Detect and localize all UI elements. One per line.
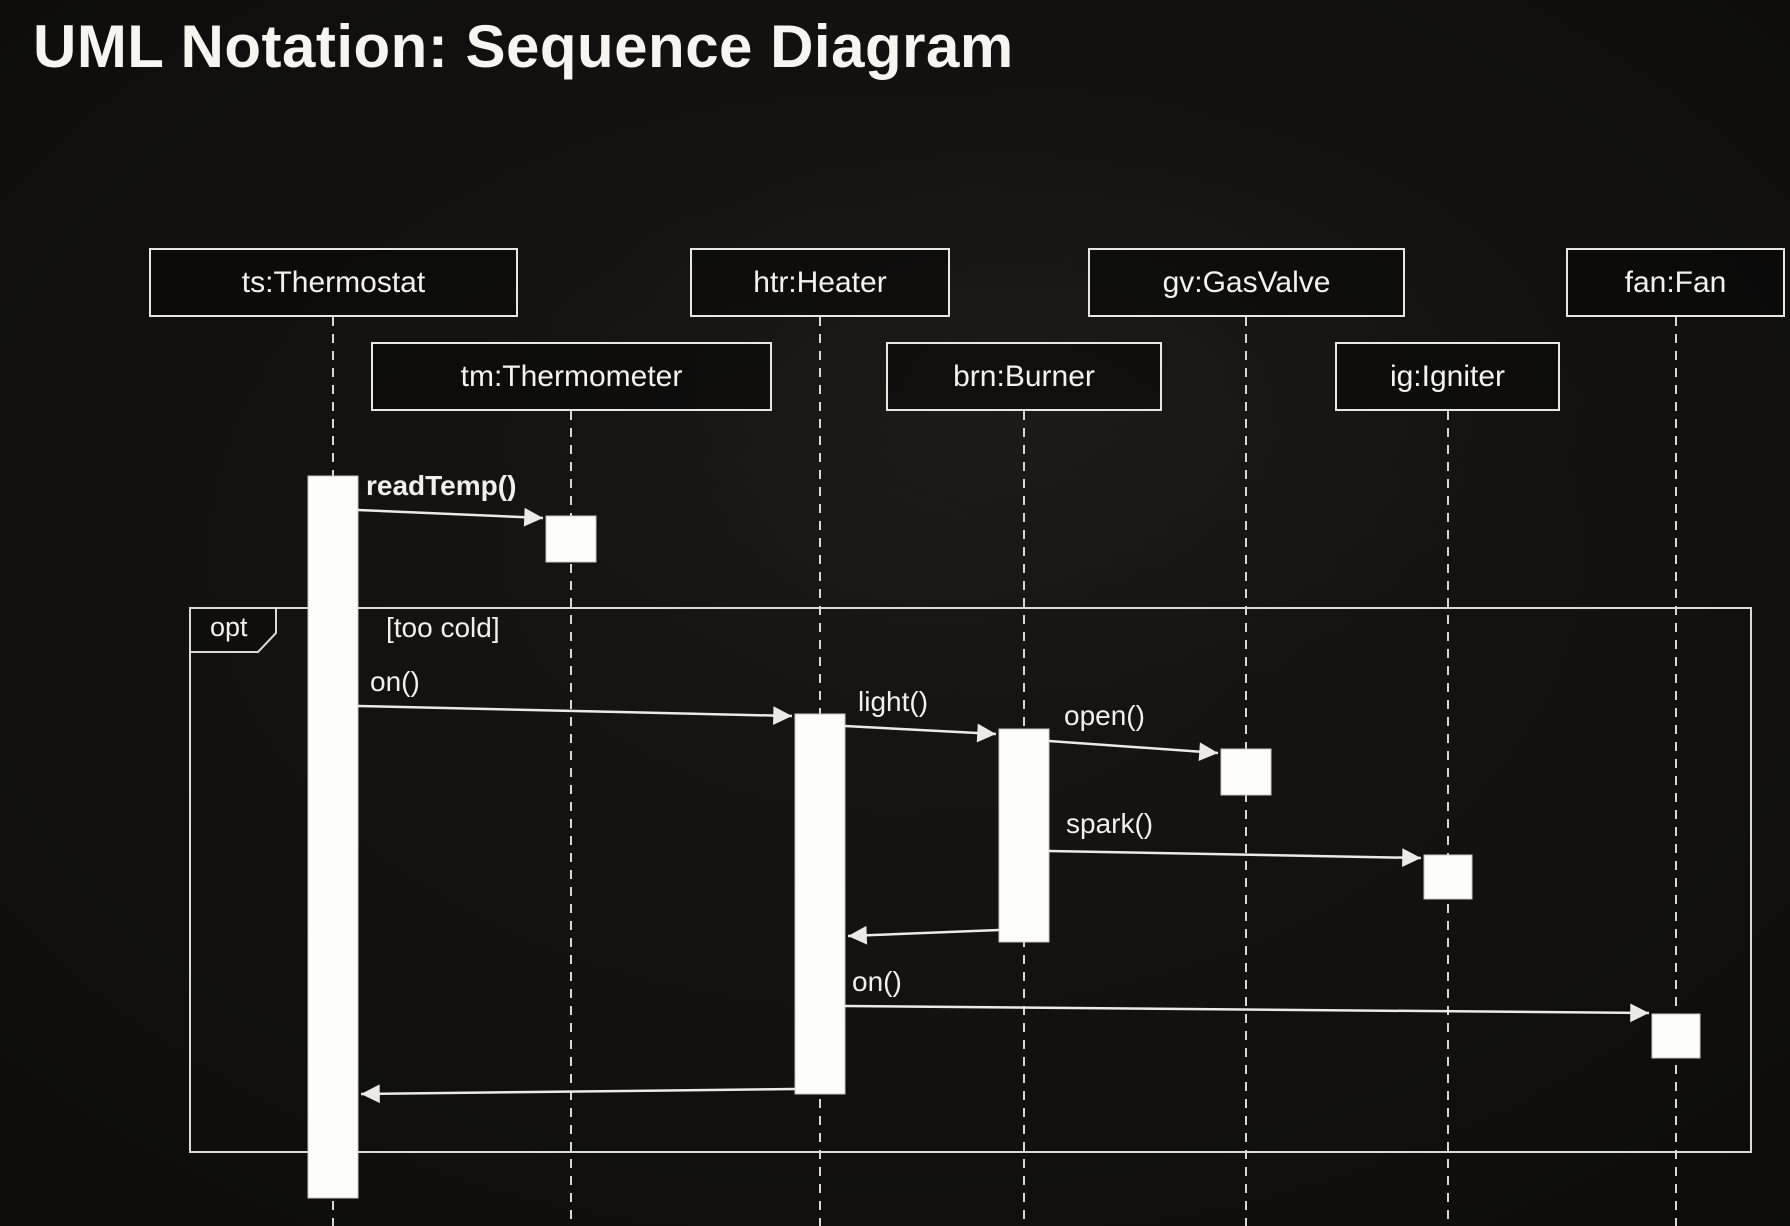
object-label-brn-burner: brn:Burner bbox=[953, 359, 1095, 393]
message-arrow-on-fan bbox=[844, 1003, 1650, 1023]
message-label-readtemp: readTemp() bbox=[366, 470, 517, 501]
opt-fragment-border bbox=[189, 607, 1752, 1153]
object-tm-thermometer: tm:Thermometer bbox=[371, 342, 772, 411]
return-arrow-heater-to-thermostat bbox=[360, 1084, 796, 1104]
activation-tm-thermometer bbox=[545, 515, 597, 563]
activation-fan-fan bbox=[1651, 1013, 1701, 1059]
opt-fragment-tab bbox=[189, 607, 277, 653]
object-label-htr-heater: htr:Heater bbox=[753, 265, 887, 299]
activation-brn-burner bbox=[998, 728, 1050, 943]
activation-ts-thermostat bbox=[307, 475, 359, 1199]
message-arrow-on-heater bbox=[357, 704, 793, 725]
object-htr-heater: htr:Heater bbox=[690, 248, 950, 317]
message-arrow-spark bbox=[1048, 848, 1422, 868]
page-title: UML Notation: Sequence Diagram bbox=[33, 13, 1014, 80]
message-label-on-fan: on() bbox=[852, 966, 902, 997]
activation-gv-gasvalve bbox=[1220, 748, 1272, 796]
guard-condition-label: [too cold] bbox=[386, 612, 500, 643]
object-fan-fan: fan:Fan bbox=[1566, 248, 1785, 317]
object-label-ts-thermostat: ts:Thermostat bbox=[241, 265, 426, 299]
return-arrow-burner-to-heater bbox=[847, 925, 1000, 945]
message-label-spark: spark() bbox=[1066, 808, 1154, 839]
opt-keyword-label: opt bbox=[210, 612, 248, 642]
object-ts-thermostat: ts:Thermostat bbox=[149, 248, 518, 317]
object-label-tm-thermometer: tm:Thermometer bbox=[460, 359, 683, 393]
object-brn-burner: brn:Burner bbox=[886, 342, 1162, 411]
object-label-ig-igniter: ig:Igniter bbox=[1389, 359, 1506, 393]
message-arrow-light bbox=[844, 723, 997, 743]
message-label-light: light() bbox=[858, 686, 929, 717]
object-ig-igniter: ig:Igniter bbox=[1335, 342, 1560, 411]
message-arrow-open bbox=[1048, 739, 1219, 762]
message-label-on-heater: on() bbox=[370, 666, 420, 697]
object-label-fan-fan: fan:Fan bbox=[1624, 265, 1727, 299]
object-label-gv-gasvalve: gv:GasValve bbox=[1162, 265, 1331, 299]
activation-htr-heater bbox=[794, 713, 846, 1095]
message-label-open: open() bbox=[1064, 700, 1145, 731]
message-arrow-readtemp bbox=[357, 507, 544, 527]
object-gv-gasvalve: gv:GasValve bbox=[1088, 248, 1405, 317]
activation-ig-igniter bbox=[1423, 854, 1473, 900]
